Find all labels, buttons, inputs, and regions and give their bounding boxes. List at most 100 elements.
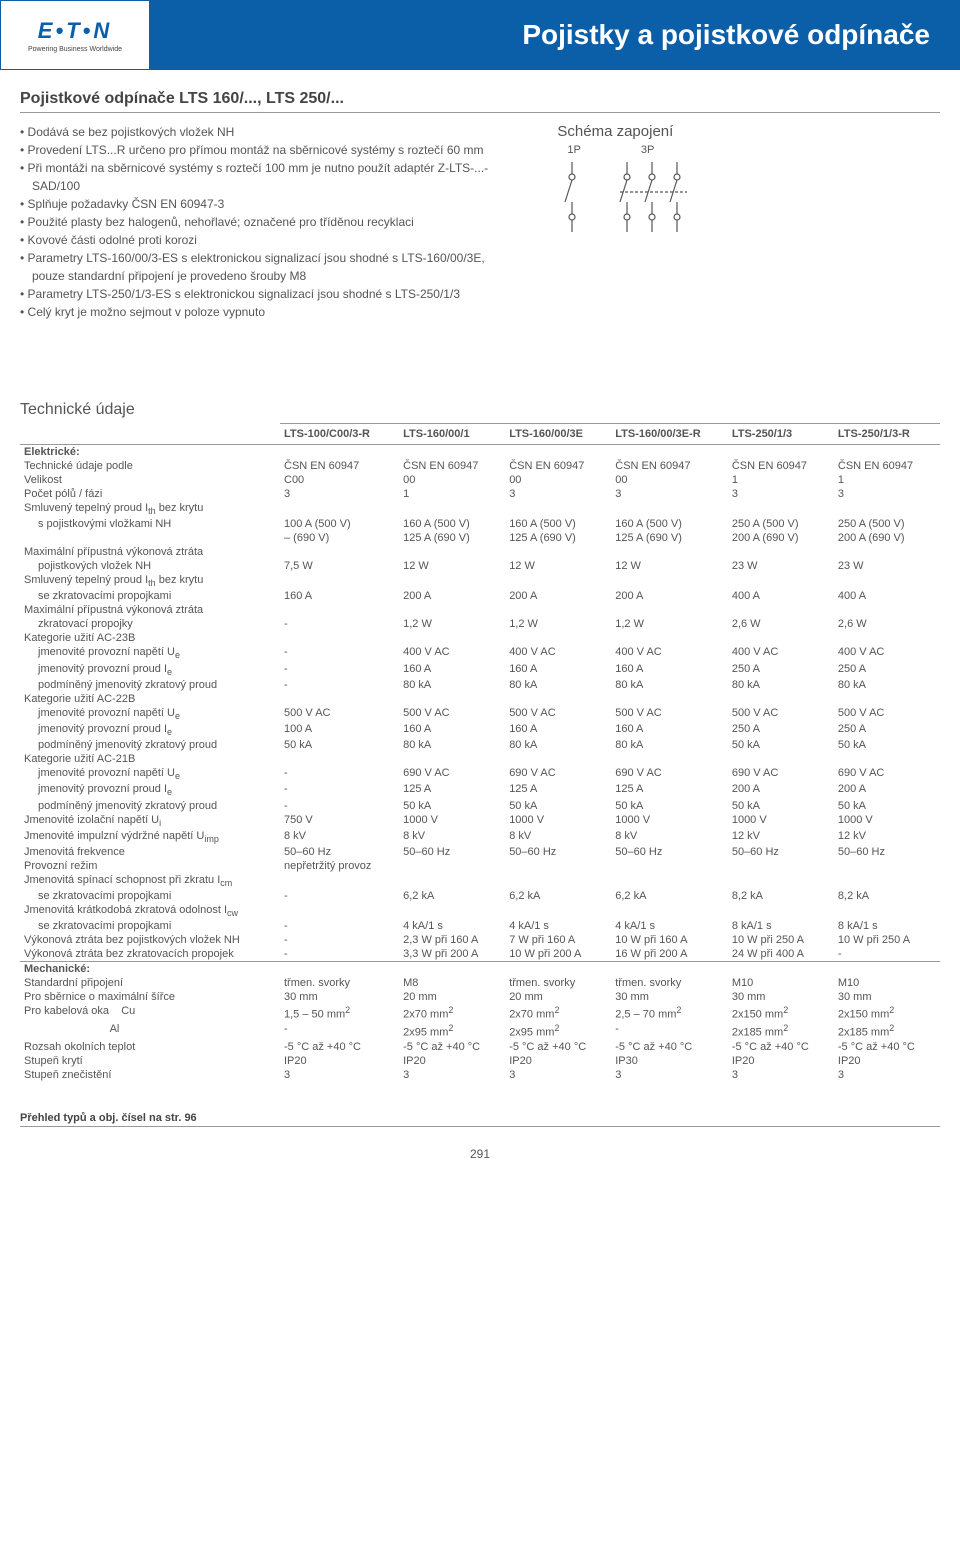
spec-cell: 8 kV: [505, 829, 611, 845]
spec-cell: 400 V AC: [834, 645, 940, 661]
spec-cell: 30 mm: [611, 990, 728, 1004]
bullet-item: Provedení LTS...R určeno pro přímou mont…: [20, 141, 517, 159]
spec-cell: 250 A: [728, 722, 834, 738]
spec-row-label: Technické údaje podle: [20, 459, 280, 473]
spec-cell: [834, 631, 940, 645]
spec-row-label: Smluvený tepelný proud Ith bez krytu: [20, 573, 280, 589]
spec-cell: 250 A: [834, 722, 940, 738]
spec-cell: [834, 603, 940, 617]
spec-cell: 6,2 kA: [611, 889, 728, 903]
spec-cell: [834, 873, 940, 889]
spec-row-label: Maximální přípustná výkonová ztráta: [20, 603, 280, 617]
spec-cell: [399, 859, 505, 873]
spec-row: Pro sběrnice o maximální šířce30 mm20 mm…: [20, 990, 940, 1004]
spec-cell: 3: [611, 1068, 728, 1082]
spec-cell: 50–60 Hz: [505, 845, 611, 859]
spec-cell: 160 A: [611, 662, 728, 678]
top-banner: E•T•N Powering Business Worldwide Pojist…: [0, 0, 960, 70]
spec-cell: IP20: [399, 1054, 505, 1068]
spec-cell: 690 V AC: [728, 766, 834, 782]
spec-cell: třmen. svorky: [611, 976, 728, 990]
spec-cell: [505, 859, 611, 873]
spec-cell: 12 W: [611, 559, 728, 573]
spec-cell: -: [280, 782, 399, 798]
spec-cell: 10 W při 250 A: [728, 933, 834, 947]
spec-row: Jmenovité impulzní výdržné napětí Uimp8 …: [20, 829, 940, 845]
spec-cell: M10: [728, 976, 834, 990]
spec-cell: 160 A: [505, 722, 611, 738]
spec-cell: 250 A: [728, 662, 834, 678]
page-number: 291: [20, 1147, 940, 1161]
spec-cell: 8 kV: [399, 829, 505, 845]
spec-row-label: Stupeň krytí: [20, 1054, 280, 1068]
spec-col-header: [20, 424, 280, 445]
spec-cell: 160 A (500 V): [399, 517, 505, 531]
spec-cell: 2,6 W: [728, 617, 834, 631]
spec-cell: 00: [505, 473, 611, 487]
spec-col-header: LTS-160/00/1: [399, 424, 505, 445]
spec-cell: 8,2 kA: [728, 889, 834, 903]
spec-cell: -: [611, 1022, 728, 1040]
spec-row-label: se zkratovacími propojkami: [20, 589, 280, 603]
spec-row-label: Jmenovitá krátkodobá zkratová odolnost I…: [20, 903, 280, 919]
spec-cell: 2x185 mm2: [834, 1022, 940, 1040]
spec-row: Počet pólů / fázi313333: [20, 487, 940, 501]
spec-row: Stupeň znečistění333333: [20, 1068, 940, 1082]
spec-cell: [611, 631, 728, 645]
spec-cell: [728, 873, 834, 889]
spec-row-label: Jmenovité izolační napětí Ui: [20, 813, 280, 829]
bullet-list-col: Dodává se bez pojistkových vložek NHProv…: [20, 123, 517, 321]
spec-row-label: jmenovitý provozní proud Ie: [20, 722, 280, 738]
spec-cell: 500 V AC: [280, 706, 399, 722]
spec-cell: – (690 V): [280, 531, 399, 545]
spec-cell: třmen. svorky: [280, 976, 399, 990]
spec-row: Maximální přípustná výkonová ztráta: [20, 545, 940, 559]
spec-cell: 160 A: [611, 722, 728, 738]
spec-cell: 160 A: [505, 662, 611, 678]
spec-cell: 125 A: [505, 782, 611, 798]
spec-cell: [505, 873, 611, 889]
schema-col: Schéma zapojení 1P 3P: [557, 123, 940, 321]
spec-row: Jmenovitá krátkodobá zkratová odolnost I…: [20, 903, 940, 919]
spec-cell: 6,2 kA: [399, 889, 505, 903]
footer-divider: [20, 1126, 940, 1127]
spec-cell: 750 V: [280, 813, 399, 829]
spec-cell: 20 mm: [399, 990, 505, 1004]
spec-cell: 160 A: [399, 722, 505, 738]
spec-cell: 3: [280, 1068, 399, 1082]
spec-row: Standardní připojenítřmen. svorkyM8třmen…: [20, 976, 940, 990]
spec-cell: 3,3 W při 200 A: [399, 947, 505, 962]
spec-cell: ČSN EN 60947: [611, 459, 728, 473]
spec-cell: -: [280, 933, 399, 947]
spec-row: se zkratovacími propojkami-4 kA/1 s4 kA/…: [20, 919, 940, 933]
spec-cell: -: [280, 799, 399, 813]
spec-cell: [505, 692, 611, 706]
spec-cell: [505, 501, 611, 517]
spec-cell: 690 V AC: [505, 766, 611, 782]
spec-row: Kategorie užití AC-23B: [20, 631, 940, 645]
spec-cell: [611, 692, 728, 706]
spec-cell: [505, 631, 611, 645]
spec-cell: 8,2 kA: [834, 889, 940, 903]
spec-col-header: LTS-250/1/3: [728, 424, 834, 445]
spec-row: Smluvený tepelný proud Ith bez krytu: [20, 573, 940, 589]
spec-cell: 125 A (690 V): [399, 531, 505, 545]
spec-cell: [399, 873, 505, 889]
spec-cell: 6,2 kA: [505, 889, 611, 903]
spec-cell: IP20: [280, 1054, 399, 1068]
spec-row-label: podmíněný jmenovitý zkratový proud: [20, 799, 280, 813]
spec-row-label: Maximální přípustná výkonová ztráta: [20, 545, 280, 559]
spec-cell: 1,2 W: [399, 617, 505, 631]
spec-row: Maximální přípustná výkonová ztráta: [20, 603, 940, 617]
spec-cell: [834, 752, 940, 766]
bullet-item: Parametry LTS-250/1/3-ES s elektronickou…: [20, 285, 517, 303]
spec-cell: [834, 545, 940, 559]
spec-cell: IP20: [834, 1054, 940, 1068]
spec-cell: 500 V AC: [505, 706, 611, 722]
spec-cell: -: [280, 947, 399, 962]
spec-cell: 500 V AC: [834, 706, 940, 722]
spec-row: Jmenovité izolační napětí Ui750 V1000 V1…: [20, 813, 940, 829]
spec-cell: 125 A: [399, 782, 505, 798]
spec-cell: 80 kA: [728, 678, 834, 692]
spec-cell: 8 kA/1 s: [834, 919, 940, 933]
